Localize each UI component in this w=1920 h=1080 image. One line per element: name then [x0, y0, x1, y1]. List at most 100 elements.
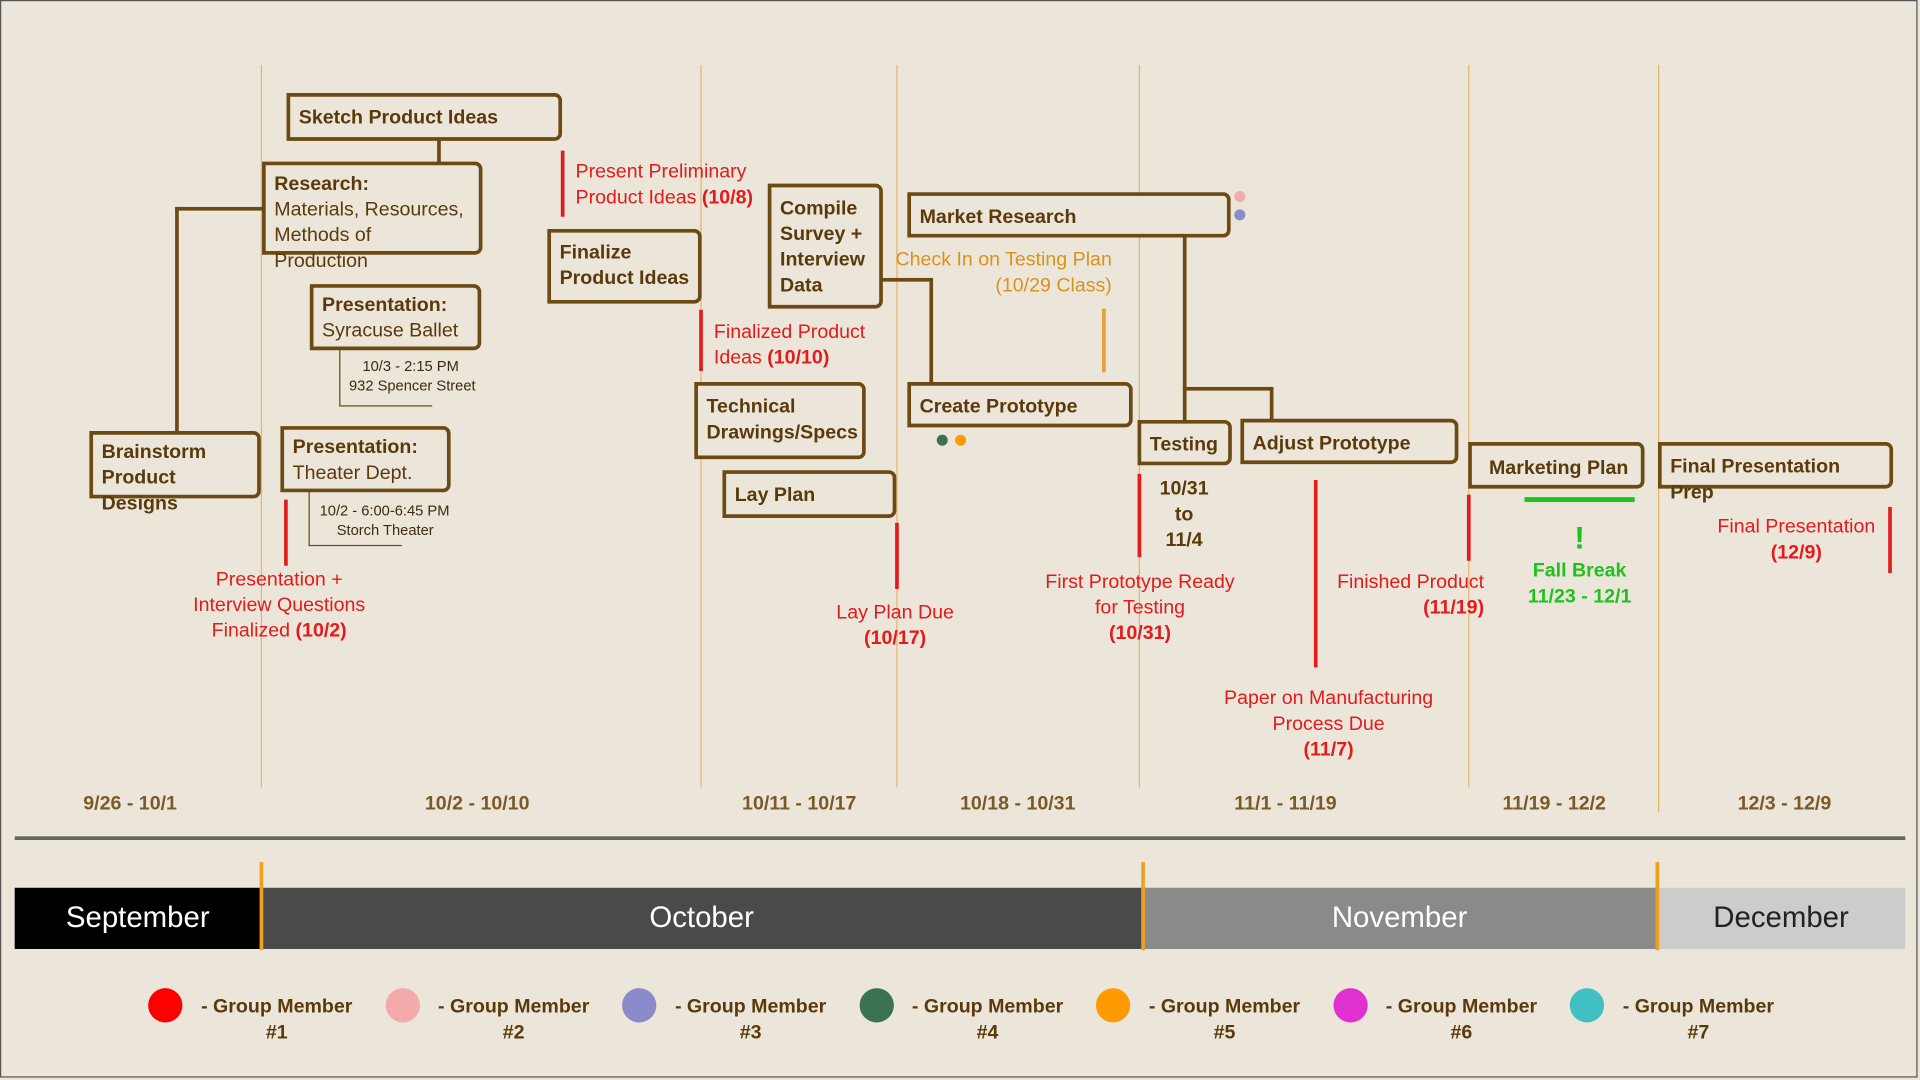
month-tick	[259, 862, 264, 951]
task-testing[interactable]: Testing	[1137, 420, 1232, 466]
milestone-date: (11/7)	[1303, 739, 1354, 761]
connector	[1182, 386, 1273, 391]
task-label: Product Ideas	[559, 268, 690, 289]
milestone-present-preliminary: Present Preliminary Product Ideas (10/8)	[576, 159, 754, 210]
milestone-bar	[1888, 506, 1892, 574]
legend-number: #6	[1450, 1022, 1473, 1044]
task-research[interactable]: Research: Materials, Resources, Methods …	[262, 161, 483, 272]
legend-dot	[148, 988, 183, 1023]
week-label: 10/2 - 10/10	[424, 793, 530, 815]
milestone-finalized-product: Finalized Product Ideas (10/10)	[714, 320, 865, 371]
legend-number: #4	[976, 1022, 999, 1044]
milestone-paper: Paper on Manufacturing Process Due (11/7…	[1212, 686, 1445, 763]
milestone-bar	[284, 499, 288, 566]
task-sub: Methods of Production	[274, 225, 372, 272]
task-presentation-ballet[interactable]: Presentation: Syracuse Ballet	[309, 284, 482, 351]
legend-label: - Group Member #4	[908, 994, 1067, 1045]
legend-dot	[385, 988, 420, 1023]
task-label: Product Designs	[101, 467, 178, 515]
detail-bracket	[339, 348, 433, 407]
milestone-line: Present Preliminary	[575, 161, 747, 183]
milestone-date: (10/31)	[1108, 623, 1172, 645]
milestone-bar	[1137, 473, 1142, 558]
testing-range: 10/31 to 11/4	[1157, 476, 1211, 553]
task-label: Finalize	[559, 242, 632, 264]
task-sketch-product-ideas[interactable]: Sketch Product Ideas	[286, 93, 563, 141]
month-november: November	[1142, 887, 1657, 949]
task-compile-survey[interactable]: Compile Survey + Interview Data	[767, 183, 883, 309]
legend-label: - Group Member #1	[197, 994, 356, 1045]
ballet-time: 10/3 - 2:15 PM	[362, 357, 459, 375]
legend-label: - Group Member #2	[434, 994, 593, 1045]
milestone-bar	[895, 522, 899, 589]
milestone-bar	[1466, 494, 1471, 561]
legend-number: #2	[502, 1022, 525, 1044]
task-label: Presentation:	[322, 295, 448, 316]
milestone-date: (11/19)	[1423, 597, 1485, 619]
milestone-bar	[1313, 480, 1318, 668]
task-brainstorm[interactable]: Brainstorm Product Designs	[89, 431, 261, 514]
milestone-line: Interview Questions	[193, 595, 366, 616]
fall-break-bar	[1524, 497, 1635, 503]
week-label: 11/1 - 11/19	[1234, 793, 1337, 815]
task-label: Survey +	[780, 224, 863, 245]
task-technical-drawings[interactable]: Technical Drawings/Specs	[694, 382, 866, 460]
legend-label: - Group Member #3	[671, 994, 830, 1045]
week-label: 12/3 - 12/9	[1737, 793, 1832, 815]
task-lay-plan[interactable]: Lay Plan	[722, 470, 897, 518]
legend-number: #7	[1687, 1022, 1710, 1044]
connector	[1182, 235, 1187, 425]
milestone-line: Paper on Manufacturing	[1224, 688, 1434, 709]
connector	[929, 277, 934, 385]
member-dot-5	[955, 434, 967, 446]
legend-number: #5	[1213, 1022, 1236, 1044]
legend-text: - Group Member	[1622, 996, 1775, 1018]
legend-text: - Group Member	[201, 996, 353, 1018]
month-tick	[1141, 862, 1145, 951]
legend-number: #1	[265, 1022, 288, 1044]
task-presentation-theater[interactable]: Presentation: Theater Dept.	[280, 426, 451, 493]
task-label: Technical	[706, 396, 796, 418]
task-label: Market Research	[919, 206, 1077, 228]
milestone-bar	[699, 309, 703, 372]
task-label: Drawings/Specs	[706, 422, 858, 444]
task-final-presentation-prep[interactable]: Final Presentation Prep	[1657, 442, 1894, 503]
week-divider	[1468, 64, 1470, 788]
checkin-bar	[1102, 308, 1106, 373]
task-label: Adjust Prototype	[1252, 433, 1411, 455]
week-label: 10/11 - 10/17	[742, 793, 857, 815]
connector	[437, 138, 441, 163]
task-label: Presentation:	[292, 437, 418, 458]
task-label: Interview	[780, 249, 865, 271]
task-marketing-plan[interactable]: Marketing Plan	[1468, 442, 1645, 489]
milestone-line: First Prototype Ready	[1045, 571, 1235, 593]
milestone-line: Finished Product	[1337, 571, 1485, 593]
task-adjust-prototype[interactable]: Adjust Prototype	[1240, 418, 1459, 465]
member-dot-3	[1234, 209, 1246, 221]
task-create-prototype[interactable]: Create Prototype	[907, 382, 1133, 428]
legend-text: - Group Member	[674, 996, 827, 1018]
legend-label: - Group Member #5	[1145, 994, 1304, 1045]
milestone-first-prototype: First Prototype Ready for Testing (10/31…	[1036, 569, 1244, 646]
task-label: Marketing Plan	[1488, 457, 1629, 479]
milestone-line: Process Due	[1272, 713, 1385, 735]
task-label: Data	[780, 275, 823, 297]
connector	[175, 206, 179, 435]
month-december: December	[1656, 887, 1906, 949]
milestone-line: Lay Plan Due	[836, 602, 954, 624]
milestone-line: Ideas	[713, 347, 768, 369]
task-label: Research:	[274, 173, 370, 195]
milestone-line: for Testing	[1094, 597, 1186, 619]
task-market-research[interactable]: Market Research	[907, 192, 1231, 238]
fall-break: ! Fall Break 11/23 - 12/1	[1506, 517, 1653, 610]
theater-place: Storch Theater	[336, 521, 434, 539]
month-october: October	[260, 887, 1143, 949]
range-start: 10/31	[1159, 478, 1209, 500]
task-label: Brainstorm	[101, 442, 207, 463]
milestone-line: Final Presentation	[1717, 516, 1876, 538]
task-label: Final Presentation Prep	[1670, 456, 1841, 504]
milestone-date: (10/8)	[701, 187, 754, 209]
task-label: Create Prototype	[919, 396, 1078, 418]
task-finalize-product-ideas[interactable]: Finalize Product Ideas	[547, 228, 702, 304]
